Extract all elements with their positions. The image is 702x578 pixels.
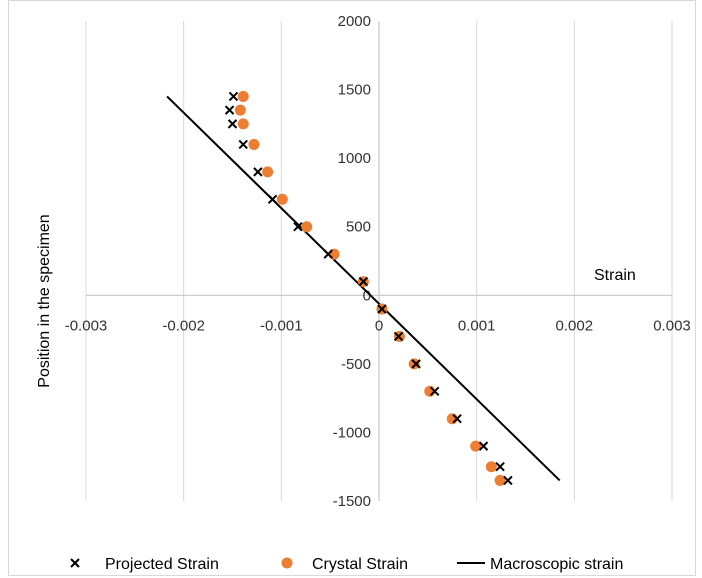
x-tick-labels: -0.003 -0.002 -0.001 0 0.001 0.002 0.003 bbox=[65, 317, 691, 334]
x-tick-label: -0.002 bbox=[162, 317, 205, 334]
crystal-strain-point bbox=[237, 118, 249, 130]
projected-strain-point bbox=[429, 386, 440, 396]
axes bbox=[86, 21, 672, 501]
y-tick-label: 500 bbox=[346, 219, 371, 236]
projected-strain-point bbox=[393, 331, 404, 342]
projected-strain-point bbox=[452, 414, 462, 424]
projected-strain-point bbox=[495, 462, 505, 472]
projected-strain-point bbox=[224, 105, 235, 115]
projected-strain-point bbox=[228, 91, 239, 102]
projected-strain-point bbox=[323, 249, 333, 259]
crystal-strain-point bbox=[237, 90, 249, 102]
legend-label: Projected Strain bbox=[105, 556, 219, 573]
projected-strain-point bbox=[238, 139, 248, 150]
legend-label: Crystal Strain bbox=[312, 556, 408, 573]
projected-strain-point bbox=[503, 475, 513, 486]
x-tick-label: -0.003 bbox=[65, 317, 108, 334]
legend-item: Macroscopic strain bbox=[457, 556, 623, 573]
projected-strain-point bbox=[293, 222, 303, 232]
crystal-strain-point bbox=[276, 193, 288, 205]
y-tick-labels: -1500 -1000 -500 0 500 1000 1500 2000 bbox=[333, 13, 371, 510]
x-tick-label: 0.003 bbox=[653, 317, 691, 334]
projected-strain-point bbox=[267, 194, 278, 204]
crystal-strain-point bbox=[301, 221, 313, 233]
projected-strain-point bbox=[411, 359, 421, 369]
y-tick-label: -500 bbox=[341, 356, 371, 373]
chart-area: -0.003 -0.002 -0.001 0 0.001 0.002 0.003 -1500… bbox=[8, 0, 696, 576]
projected-strain-point bbox=[478, 441, 489, 451]
y-tick-label: -1500 bbox=[333, 493, 371, 510]
legend-label: Macroscopic strain bbox=[490, 556, 623, 573]
legend-item: Crystal Strain bbox=[281, 556, 408, 573]
crystal-strain-point bbox=[234, 104, 246, 116]
series bbox=[166, 90, 561, 486]
legend: Projected Strain Crystal Strain Macroscopi… bbox=[70, 556, 623, 573]
x-tick-label: 0.001 bbox=[458, 317, 496, 334]
y-axis-title: Position in the specimen bbox=[36, 214, 53, 387]
y-tick-label: 1500 bbox=[338, 82, 371, 99]
y-tick-label: -1000 bbox=[333, 424, 371, 441]
crystal-strain-point bbox=[408, 358, 420, 370]
crystal-strain-point bbox=[248, 138, 260, 150]
projected-strain-point bbox=[377, 304, 387, 314]
projected-strain-point bbox=[358, 276, 369, 287]
crystal-strain-point bbox=[328, 248, 340, 260]
x-tick-label: -0.001 bbox=[260, 317, 303, 334]
y-tick-label: 2000 bbox=[338, 13, 371, 30]
crystal-strain-point bbox=[470, 440, 482, 452]
projected-strain-point bbox=[253, 167, 263, 177]
legend-circle-marker bbox=[281, 557, 293, 569]
y-tick-label: 0 bbox=[363, 287, 371, 304]
x-tick-label: 0.002 bbox=[556, 317, 594, 334]
crystal-strain-point bbox=[494, 474, 506, 486]
x-axis-title: Strain bbox=[594, 267, 636, 284]
macroscopic-strain-line bbox=[166, 95, 561, 482]
crystal-strain-point bbox=[262, 166, 274, 178]
scatter-chart: -0.003 -0.002 -0.001 0 0.001 0.002 0.003 -1500… bbox=[36, 13, 691, 573]
projected-strain-point bbox=[227, 119, 238, 129]
x-tick-label: 0 bbox=[375, 317, 383, 334]
legend-item: Projected Strain bbox=[70, 556, 219, 573]
crystal-strain-point bbox=[485, 461, 497, 473]
y-tick-label: 1000 bbox=[338, 150, 371, 167]
